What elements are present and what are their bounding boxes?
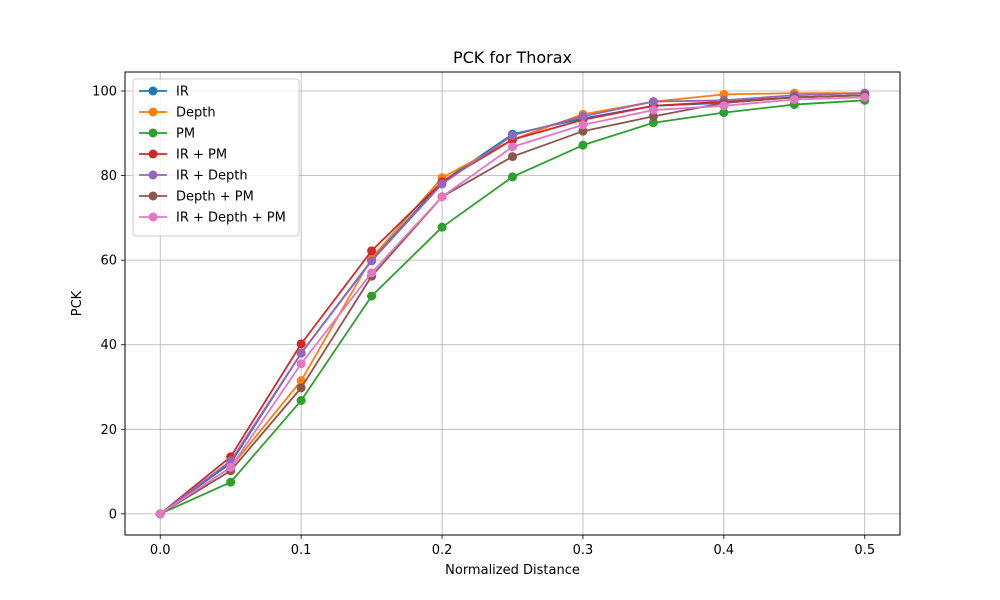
data-point-ir-depth-pm bbox=[860, 92, 870, 102]
legend-entry-ir-depth-pm: IR + Depth + PM bbox=[139, 211, 286, 226]
data-point-ir-depth bbox=[296, 348, 306, 358]
data-point-pm bbox=[648, 118, 658, 128]
y-tick-label: 100 bbox=[92, 85, 117, 100]
data-point-pm bbox=[578, 140, 588, 150]
data-point-ir-depth-pm bbox=[155, 509, 165, 519]
data-point-ir-depth bbox=[437, 179, 447, 189]
data-point-ir-depth bbox=[578, 111, 588, 121]
data-point-ir-depth bbox=[508, 130, 517, 140]
y-tick-label: 20 bbox=[100, 423, 117, 438]
data-point-ir-depth-pm bbox=[789, 94, 799, 104]
data-point-ir-pm bbox=[367, 246, 377, 256]
legend-swatch-marker bbox=[148, 149, 158, 159]
data-point-depth-pm bbox=[648, 111, 658, 121]
y-tick-label: 0 bbox=[109, 507, 117, 522]
legend-label: IR + Depth + PM bbox=[176, 211, 286, 226]
data-point-ir-depth-pm bbox=[296, 359, 306, 369]
data-point-ir-depth-pm bbox=[226, 462, 236, 472]
plot-frame bbox=[124, 71, 901, 536]
legend-label: IR + PM bbox=[176, 148, 227, 163]
legend-entry-depth: Depth bbox=[139, 106, 216, 121]
data-point-pm bbox=[226, 477, 236, 487]
legend-label: IR bbox=[176, 85, 189, 100]
x-axis-label: Normalized Distance bbox=[445, 563, 580, 578]
y-tick-label: 80 bbox=[100, 169, 117, 184]
x-tick-label: 0.4 bbox=[714, 543, 735, 558]
legend-label: Depth + PM bbox=[176, 190, 254, 205]
legend-entry-ir: IR bbox=[139, 85, 189, 100]
legend-label: Depth bbox=[176, 106, 216, 121]
data-point-depth-pm bbox=[508, 152, 517, 162]
legend-swatch-marker bbox=[148, 191, 158, 201]
legend-entry-depth-pm: Depth + PM bbox=[139, 190, 254, 205]
data-point-pm bbox=[367, 291, 377, 301]
data-point-ir-depth-pm bbox=[367, 268, 377, 278]
x-axis-ticks: 0.0 0.1 0.2 0.3 0.4 0.5 bbox=[150, 535, 875, 558]
x-tick-label: 0.0 bbox=[150, 543, 171, 558]
data-point-depth-pm bbox=[578, 126, 588, 136]
x-tick-label: 0.2 bbox=[432, 543, 453, 558]
legend-label: IR + Depth bbox=[176, 169, 248, 184]
data-point-ir-depth-pm bbox=[578, 120, 588, 130]
y-tick-label: 40 bbox=[100, 338, 117, 353]
data-point-ir-depth bbox=[367, 256, 377, 266]
data-point-pm bbox=[508, 172, 517, 182]
legend-entry-pm: PM bbox=[139, 127, 195, 142]
series-layer bbox=[155, 88, 870, 519]
legend-swatch-marker bbox=[148, 128, 158, 138]
data-point-ir-depth-pm bbox=[508, 142, 517, 152]
x-tick-label: 0.5 bbox=[854, 543, 875, 558]
data-point-pm bbox=[437, 222, 447, 232]
legend-swatch-marker bbox=[148, 86, 158, 96]
legend-entry-ir-pm: IR + PM bbox=[139, 148, 227, 163]
chart-title: PCK for Thorax bbox=[453, 48, 572, 67]
data-point-pm bbox=[296, 396, 306, 406]
data-point-ir-depth-pm bbox=[648, 105, 658, 115]
legend-swatch-marker bbox=[148, 212, 158, 222]
data-point-ir-depth bbox=[648, 97, 658, 107]
x-tick-label: 0.1 bbox=[291, 543, 312, 558]
legend: IR Depth PM IR + PM IR + Depth Depth + PM IR +… bbox=[132, 78, 300, 237]
y-axis-label: PCK bbox=[70, 290, 85, 316]
data-point-depth-pm bbox=[296, 383, 306, 393]
series-ir-depth-pm bbox=[155, 92, 870, 519]
data-point-ir-depth-pm bbox=[437, 192, 447, 202]
data-point-ir-pm bbox=[296, 339, 306, 349]
data-point-ir-depth-pm bbox=[719, 101, 729, 111]
legend-box bbox=[132, 78, 300, 237]
legend-entry-ir-depth: IR + Depth bbox=[139, 169, 248, 184]
y-tick-label: 60 bbox=[100, 254, 117, 269]
legend-swatch-marker bbox=[148, 107, 158, 117]
data-point-pm bbox=[719, 108, 729, 118]
legend-label: PM bbox=[176, 127, 195, 142]
y-axis-ticks: 0 20 40 60 80 100 bbox=[92, 85, 125, 522]
legend-swatch-marker bbox=[148, 170, 158, 180]
x-tick-label: 0.3 bbox=[573, 543, 594, 558]
